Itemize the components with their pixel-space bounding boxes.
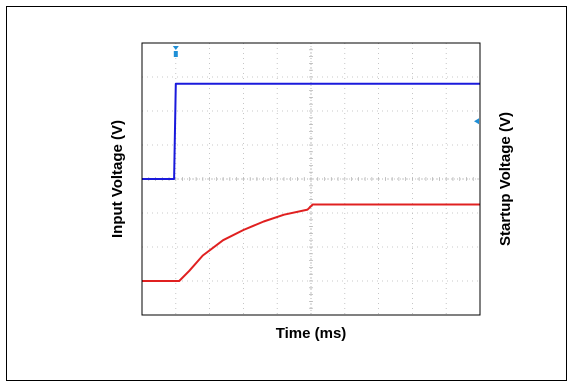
trigger-marker-stem (173, 51, 178, 57)
trigger-marker (172, 46, 179, 50)
y-axis-label-left: Input Voltage (V) (109, 120, 126, 238)
series-line-2 (142, 203, 480, 282)
markers (172, 46, 479, 125)
traces (142, 82, 480, 282)
series-line-1 (142, 82, 480, 180)
level-marker (474, 118, 479, 125)
x-axis-label: Time (ms) (276, 325, 347, 342)
y-axis-label-right: Startup Voltage (V) (497, 112, 514, 246)
plot-border (141, 42, 481, 316)
chart-frame (6, 6, 567, 381)
